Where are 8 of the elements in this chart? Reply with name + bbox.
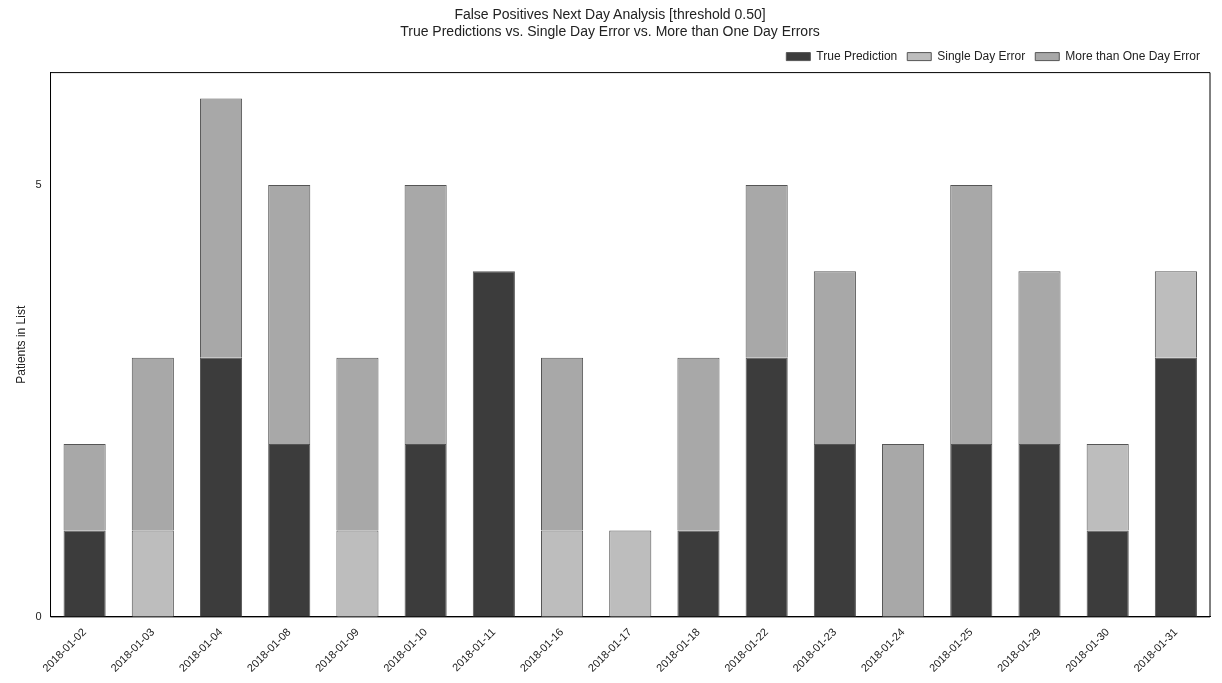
legend-label: Single Day Error xyxy=(937,48,1026,63)
y-tick-label: 5 xyxy=(35,177,42,190)
legend-label: True Prediction xyxy=(816,48,898,63)
legend-label: More than One Day Error xyxy=(1065,48,1200,63)
chart-title: False Positives Next Day Analysis [threshold 0.50] xyxy=(454,6,766,23)
y-axis-title: Patients in List xyxy=(13,305,28,384)
chart-subtitle: True Predictions vs. Single Day Error vs. More than One Day Errors xyxy=(400,23,820,40)
y-tick-label: 0 xyxy=(35,609,42,622)
